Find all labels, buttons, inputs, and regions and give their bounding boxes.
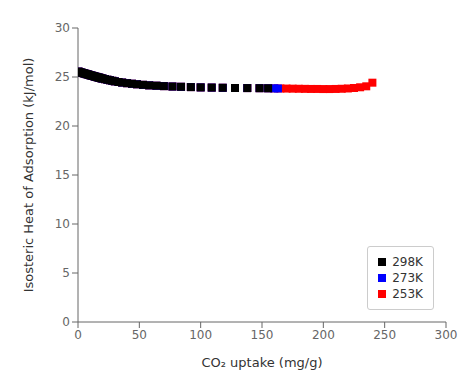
svg-text:CO₂ uptake (mg/g): CO₂ uptake (mg/g): [201, 355, 322, 370]
svg-text:50: 50: [132, 328, 147, 342]
svg-text:0: 0: [62, 315, 70, 329]
svg-text:15: 15: [55, 168, 70, 182]
svg-text:25: 25: [55, 70, 70, 84]
svg-text:150: 150: [251, 328, 274, 342]
svg-text:5: 5: [62, 266, 70, 280]
svg-text:30: 30: [55, 21, 70, 35]
svg-text:20: 20: [55, 119, 70, 133]
svg-text:300: 300: [435, 328, 458, 342]
html-text:273K: 273K: [392, 271, 423, 285]
svg-text:200: 200: [312, 328, 335, 342]
html-text:298K: 298K: [392, 255, 423, 269]
svg-text:10: 10: [55, 217, 70, 231]
svg-text:Isosteric Heat of Adsorption (: Isosteric Heat of Adsorption (kJ/mol): [21, 58, 36, 293]
html-text:253K: 253K: [392, 287, 423, 301]
svg-text:0: 0: [74, 328, 82, 342]
svg-text:100: 100: [189, 328, 212, 342]
svg-text:250: 250: [373, 328, 396, 342]
